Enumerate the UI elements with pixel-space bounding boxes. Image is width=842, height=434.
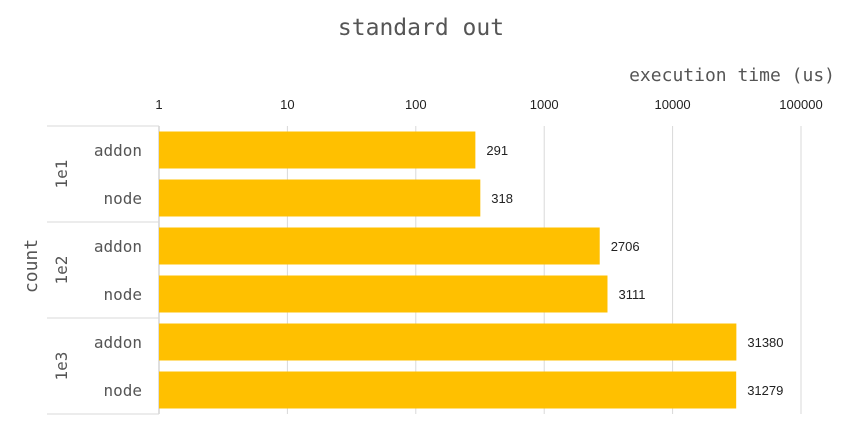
bar (159, 131, 476, 169)
group-dividers: 1e1 1e2 1e3 (47, 125, 159, 415)
bar (159, 179, 481, 217)
bars: addon 291 node 318 addon 2706 node 3111 addon 313… (94, 131, 784, 409)
x-tick-label: 1000 (530, 97, 559, 112)
x-axis-label: execution time (us) (629, 65, 835, 86)
bar (159, 371, 737, 409)
category-label: node (103, 381, 142, 400)
bar (159, 275, 608, 313)
x-tick-label: 100000 (779, 97, 822, 112)
x-tick-labels: 1 10 100 1000 10000 100000 (155, 97, 822, 112)
x-tick-label: 100 (405, 97, 427, 112)
data-label: 318 (491, 191, 513, 206)
chart-title: standard out (338, 15, 504, 41)
bar (159, 323, 737, 361)
bar (159, 227, 600, 265)
category-label: addon (94, 333, 142, 352)
category-label: addon (94, 237, 142, 256)
data-label: 2706 (611, 239, 640, 254)
category-label: node (103, 285, 142, 304)
data-label: 31380 (747, 335, 783, 350)
group-label: 1e1 (52, 160, 71, 189)
group-label: 1e3 (52, 352, 71, 381)
data-label: 31279 (747, 383, 783, 398)
x-tick-label: 10 (280, 97, 294, 112)
y-axis-label: count (21, 239, 42, 293)
data-label: 3111 (618, 287, 645, 302)
x-tick-label: 10000 (655, 97, 691, 112)
gridlines (158, 126, 802, 414)
category-label: node (103, 189, 142, 208)
data-label: 291 (486, 143, 508, 158)
x-tick-label: 1 (155, 97, 162, 112)
category-label: addon (94, 141, 142, 160)
group-label: 1e2 (52, 256, 71, 285)
